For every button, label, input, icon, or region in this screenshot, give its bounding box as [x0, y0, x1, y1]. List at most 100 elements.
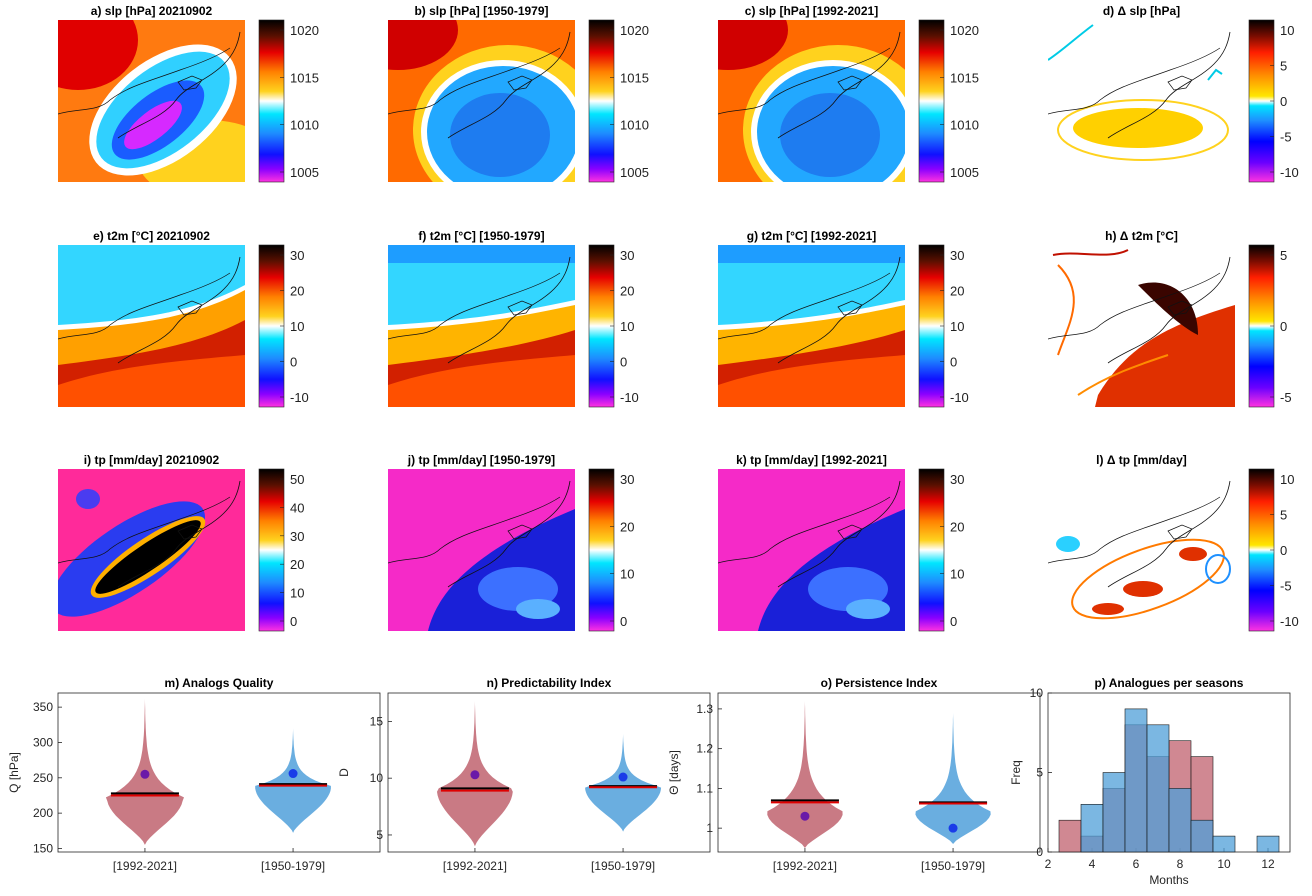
x-tick-label: [1992-2021] — [773, 859, 837, 873]
chart-panel: n) Predictability Index 5 10 15 D [1992-2021]… — [337, 676, 711, 873]
y-tick-label: 15 — [370, 714, 384, 728]
field-contour — [58, 245, 245, 325]
colorbar — [918, 244, 945, 408]
colorbar-tick-label: 1005 — [290, 165, 319, 180]
event-point — [948, 823, 958, 833]
colorbar-tick-label: 0 — [1280, 94, 1287, 109]
y-tick-label: 1.2 — [696, 742, 713, 756]
chart-title: o) Persistence Index — [821, 676, 938, 690]
chart-panel: p) Analogues per seasons 0 5 10 Freq 2 4 6 8 10 12… — [1009, 676, 1291, 887]
event-point — [288, 769, 298, 779]
colorbar-tick-label: 5 — [1280, 248, 1287, 263]
colorbar-tick-label: -5 — [1280, 390, 1292, 405]
colorbar-tick-label: -5 — [1280, 130, 1292, 145]
field-contour — [780, 93, 880, 177]
map-title: k) tp [mm/day] [1992-2021] — [736, 453, 887, 467]
colorbar-tick-label: 30 — [620, 248, 634, 263]
x-axis-label: Months — [1149, 873, 1188, 887]
coastline — [507, 300, 533, 316]
y-tick-label: 5 — [1036, 766, 1043, 780]
colorbar-tick-label: 10 — [290, 319, 304, 334]
colorbar-tick-label: 1005 — [950, 165, 979, 180]
colorbar-tick-label: 1015 — [620, 70, 649, 85]
map-panel: k) tp [mm/day] [1992-2021] 30 20 10 0 — [718, 453, 964, 632]
coastline — [507, 75, 533, 91]
field-contour — [388, 20, 458, 70]
map-panel: j) tp [mm/day] [1950-1979] 30 20 10 0 — [388, 453, 634, 632]
hist-bar — [1080, 803, 1104, 853]
colorbar-tick-label: -10 — [1280, 165, 1299, 180]
colorbar — [258, 19, 285, 183]
colorbar-tick-label: -5 — [1280, 579, 1292, 594]
map-title: h) Δ t2m [°C] — [1105, 229, 1178, 243]
coastline — [1107, 256, 1231, 364]
hist-bar — [1190, 819, 1214, 853]
hist-bar — [1256, 835, 1280, 853]
coastline — [718, 496, 891, 564]
coastline — [447, 480, 571, 588]
colorbar — [588, 468, 615, 632]
violin — [585, 733, 662, 832]
hist-bar — [1212, 835, 1236, 853]
coastline — [1167, 300, 1193, 316]
coastline — [117, 31, 241, 139]
coastline — [117, 256, 241, 364]
colorbar-tick-label: 20 — [950, 519, 964, 534]
map-title: g) t2m [°C] [1992-2021] — [747, 229, 877, 243]
map-panel: d) Δ slp [hPa] 10 5 0 -5 -10 — [1048, 4, 1299, 183]
colorbar — [588, 19, 615, 183]
x-tick-label: [1950-1979] — [591, 859, 655, 873]
map-panel: i) tp [mm/day] 20210902 50 40 30 20 10 0 — [58, 453, 304, 632]
hist-bar — [1124, 708, 1148, 853]
coastline — [58, 496, 231, 564]
event-point — [470, 770, 480, 780]
field-contour — [1207, 68, 1223, 81]
y-tick-label: 10 — [1030, 686, 1044, 700]
colorbar-tick-label: -10 — [1280, 614, 1299, 629]
colorbar — [918, 19, 945, 183]
field-contour — [1071, 538, 1225, 620]
coastline — [447, 31, 571, 139]
field-contour — [1179, 547, 1207, 561]
colorbar-tick-label: 5 — [1280, 508, 1287, 523]
colorbar-tick-label: -10 — [620, 390, 639, 405]
y-tick-label: 0 — [1036, 845, 1043, 859]
coastline — [777, 256, 901, 364]
coastline — [58, 47, 231, 115]
field-contour — [388, 355, 575, 407]
colorbar-tick-label: -10 — [290, 390, 309, 405]
colorbar-tick-label: 0 — [620, 355, 627, 370]
x-tick-label: [1950-1979] — [261, 859, 325, 873]
colorbar-tick-label: 1010 — [620, 118, 649, 133]
colorbar-tick-label: 0 — [1280, 319, 1287, 334]
plot-area — [387, 692, 711, 853]
map-field — [1048, 20, 1235, 182]
x-tick-label: 2 — [1045, 857, 1052, 871]
x-tick-label: 4 — [1089, 857, 1096, 871]
colorbar-tick-label: 10 — [950, 319, 964, 334]
map-field — [718, 245, 905, 407]
colorbar-tick-label: 30 — [950, 472, 964, 487]
map-title: j) tp [mm/day] [1950-1979] — [407, 453, 555, 467]
colorbar-tick-label: 20 — [950, 284, 964, 299]
map-title: l) Δ tp [mm/day] — [1096, 453, 1187, 467]
x-tick-label: [1950-1979] — [921, 859, 985, 873]
colorbar — [1248, 468, 1275, 632]
x-tick-label: [1992-2021] — [443, 859, 507, 873]
field-contour — [95, 520, 201, 594]
field-contour — [1205, 554, 1231, 584]
map-title: b) slp [hPa] [1950-1979] — [414, 4, 548, 18]
chart-title: n) Predictability Index — [487, 676, 612, 690]
field-contour — [76, 489, 100, 509]
coastline — [507, 524, 533, 540]
map-title: c) slp [hPa] [1992-2021] — [745, 4, 878, 18]
colorbar-tick-label: 0 — [290, 614, 297, 629]
map-field — [718, 20, 905, 182]
colorbar — [588, 244, 615, 408]
colorbar-tick-label: 20 — [290, 557, 304, 572]
y-axis-label: D — [337, 768, 351, 777]
coastline — [1048, 272, 1221, 340]
colorbar-tick-label: 10 — [290, 586, 304, 601]
colorbar-tick-label: 50 — [290, 472, 304, 487]
map-panel: b) slp [hPa] [1950-1979] 1020 1015 1010 1005 — [388, 4, 649, 183]
